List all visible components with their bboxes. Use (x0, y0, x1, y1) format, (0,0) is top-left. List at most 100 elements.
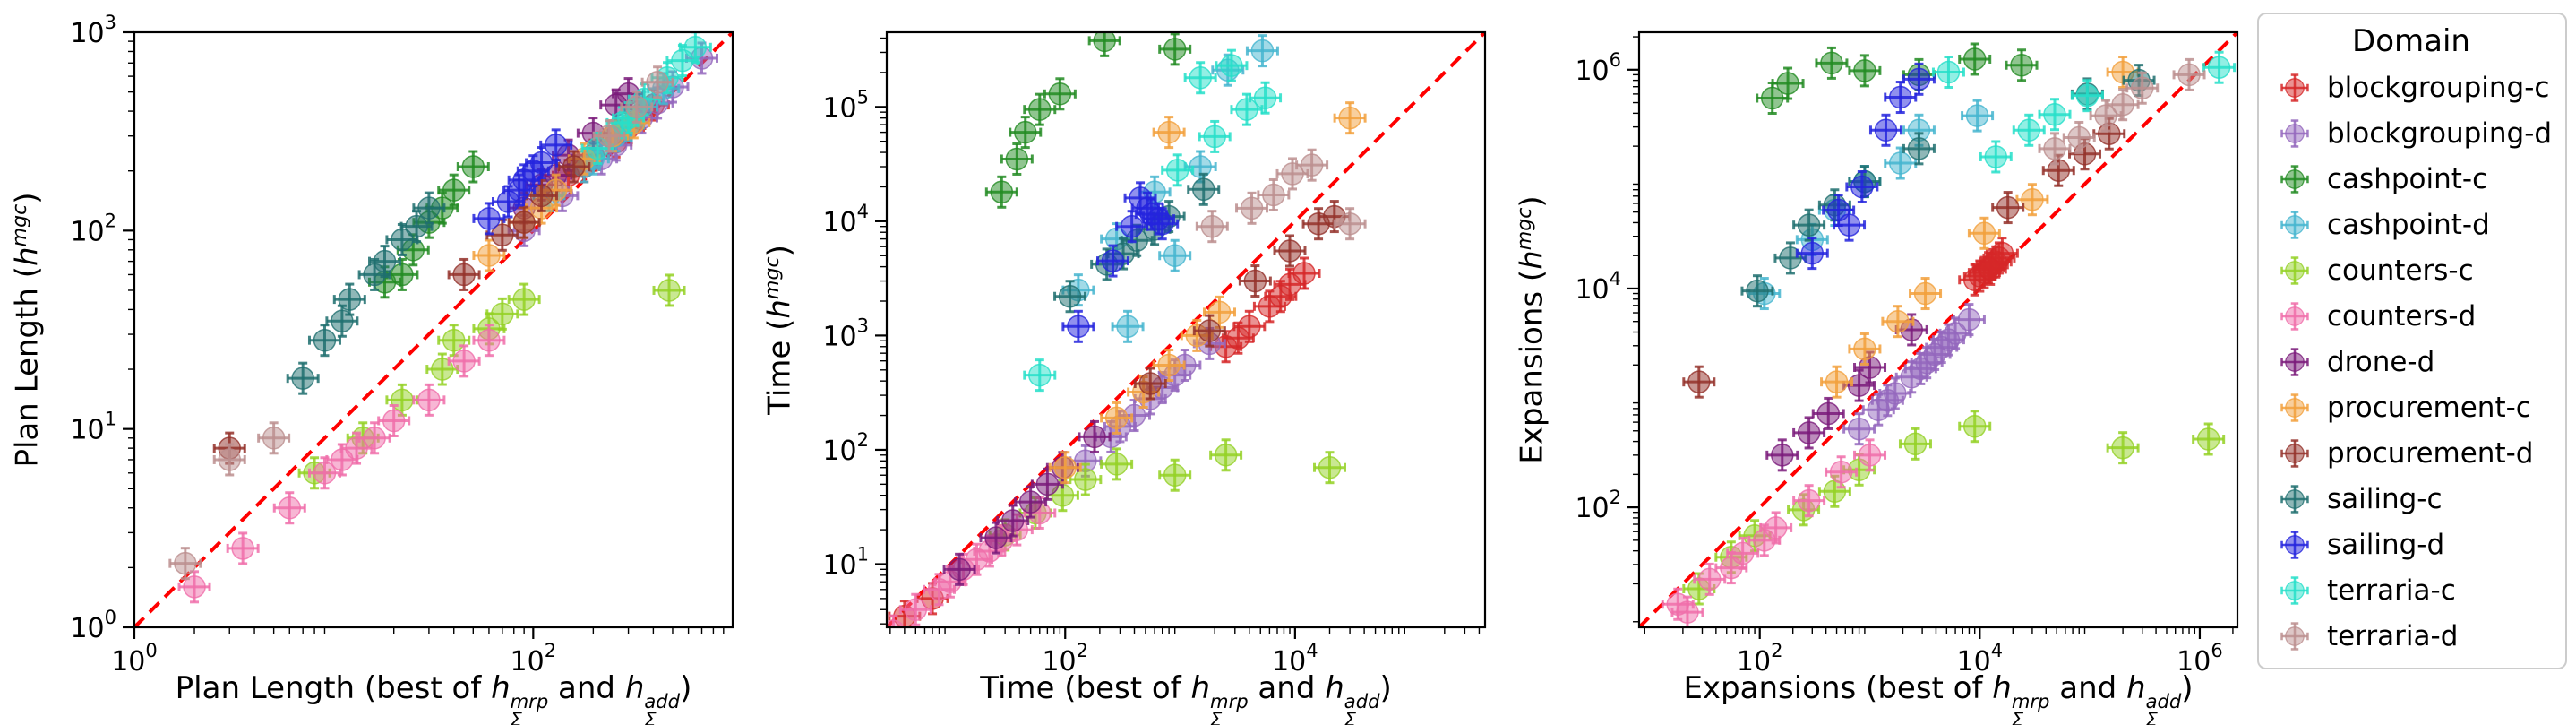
data-point (1973, 252, 2007, 286)
data-point (272, 491, 306, 525)
series-terraria-d (168, 65, 674, 581)
data-point (1714, 551, 1748, 585)
data-point (1333, 101, 1367, 135)
data-point (437, 324, 471, 358)
data-point (1756, 81, 1790, 115)
data-point (1670, 595, 1704, 627)
data-point (1845, 169, 1879, 203)
data-point (1931, 323, 1965, 357)
data-point (1295, 148, 1329, 182)
data-point (1198, 119, 1232, 153)
data-point (984, 175, 1018, 209)
data-point (1183, 150, 1217, 184)
data-point (485, 297, 519, 331)
data-point (2089, 99, 2123, 133)
data-point (325, 443, 359, 477)
data-point (1133, 367, 1167, 401)
data-point (1848, 54, 1882, 88)
data-point (640, 65, 674, 99)
minor-ticks (1633, 36, 2234, 634)
legend-entry-label: counters-d (2327, 299, 2477, 332)
legend-marker-icon (2280, 301, 2309, 331)
data-point (412, 383, 446, 417)
minor-ticks (128, 40, 725, 634)
data-point (1991, 191, 2025, 225)
y-axis-label-plan-length: Plan Length (hmgc) (8, 192, 46, 468)
legend-entry-procurement-d: procurement-d (2266, 430, 2556, 476)
data-point (996, 504, 1030, 538)
subplot-plan-length: 100 102 100 101 102 103 Plan Length (hmgc) Pl… (0, 0, 752, 725)
data-point (1158, 32, 1192, 66)
data-point (2280, 621, 2309, 651)
series-counters-d (177, 324, 506, 604)
data-point (307, 456, 341, 490)
data-point (1693, 562, 1727, 596)
data-point (1792, 208, 1826, 242)
data-point (2202, 50, 2237, 84)
data-point (1009, 116, 1043, 150)
data-point (960, 542, 994, 576)
data-point (1853, 438, 1887, 472)
data-point (447, 344, 481, 378)
data-point (168, 547, 202, 581)
data-point (1014, 485, 1048, 519)
legend-marker-icon (2280, 484, 2309, 514)
data-point (2192, 422, 2226, 456)
data-point (1192, 314, 1226, 348)
data-point (1152, 116, 1186, 150)
x-axis-label-expansions: Expansions (best of h mrp Σ and h add Σ) (1683, 670, 2194, 725)
legend-entry-blockgrouping-d: blockgrouping-d (2266, 110, 2556, 156)
data-point (2280, 73, 2309, 102)
series-blockgrouping-c (1958, 237, 2019, 297)
data-point (1833, 208, 1867, 242)
data-point (1967, 216, 2001, 250)
legend-entry-counters-d: counters-d (2266, 293, 2556, 339)
data-point (2015, 183, 2049, 217)
data-point (1773, 241, 1807, 275)
series-counters-c (988, 438, 1346, 552)
data-point (1053, 280, 1087, 314)
legend-entries: blockgrouping-c blockgrouping-d cashpoint-… (2266, 65, 2556, 659)
legend-title: Domain (2352, 23, 2470, 59)
data-point (1257, 177, 1291, 211)
legend-entry-terraria-d: terraria-d (2266, 613, 2556, 659)
data-point (1152, 349, 1186, 383)
data-point (1795, 237, 1829, 271)
data-point (1000, 142, 1034, 176)
data-point (472, 238, 506, 272)
tick-label: 100 (70, 607, 116, 644)
data-point (2125, 71, 2160, 105)
data-point (2280, 164, 2309, 194)
data-point (2062, 120, 2096, 154)
tick-label: 102 (70, 210, 116, 247)
data-point (1765, 438, 1799, 472)
data-point (2106, 431, 2140, 465)
data-point (516, 154, 550, 188)
legend-entry-label: terraria-d (2327, 619, 2459, 652)
data-point (1023, 92, 1057, 126)
tick-label: 102 (822, 429, 869, 467)
series-sailing-c (286, 191, 446, 395)
data-point (2038, 132, 2072, 166)
series-counters-c (1682, 410, 2226, 606)
data-point (2280, 530, 2309, 559)
data-point (1187, 172, 1221, 206)
data-point (539, 128, 573, 162)
data-point (1884, 81, 1918, 115)
legend-block: Domain blockgrouping-c blockgrouping-d cas… (2257, 0, 2576, 725)
data-point (1898, 427, 1932, 461)
legend-entry-label: counters-c (2327, 254, 2474, 287)
scatter-points (168, 32, 719, 604)
legend-entry-label: blockgrouping-c (2327, 71, 2550, 104)
tick-label: 104 (1575, 268, 1621, 306)
data-point (1902, 132, 1936, 166)
data-point (2038, 98, 2072, 132)
tick-label: 101 (822, 543, 869, 581)
data-point (472, 324, 506, 358)
plot-frame (133, 30, 734, 629)
y-axis-label-expansions: Expansions (hmgc) (1513, 195, 1550, 464)
data-point (2280, 347, 2309, 376)
legend-entry-label: drone-d (2327, 345, 2435, 378)
